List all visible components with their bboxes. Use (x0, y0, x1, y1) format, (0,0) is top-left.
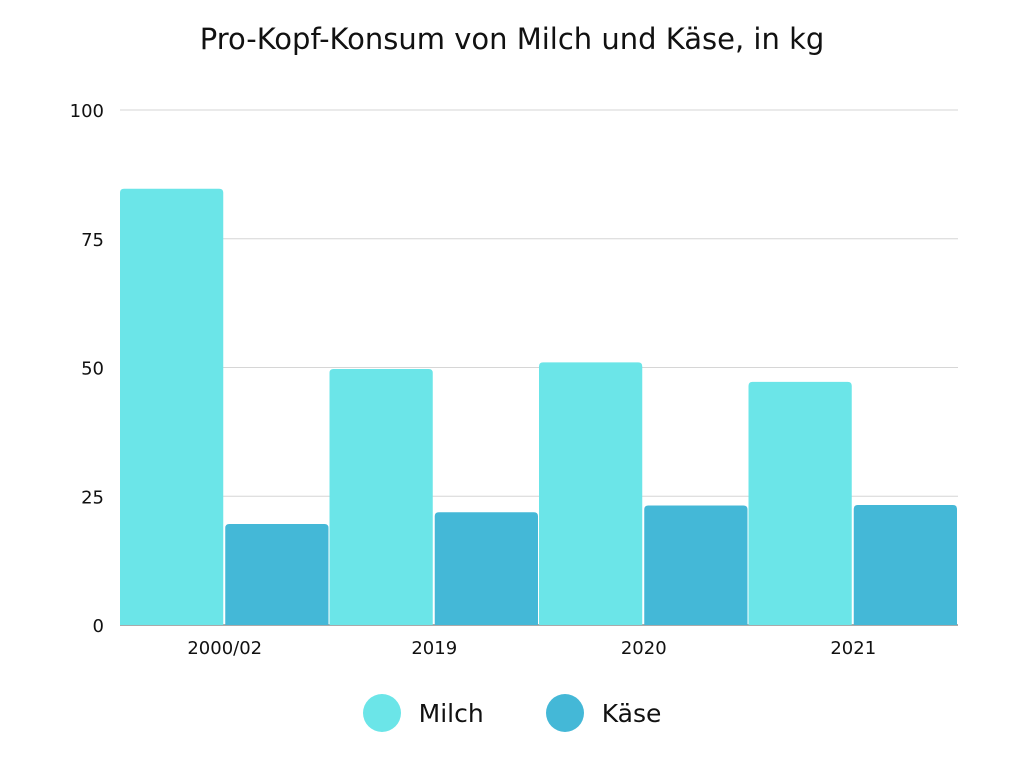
bar-kaese-2020 (644, 505, 748, 625)
y-tick-label: 50 (81, 359, 104, 380)
x-tick-label: 2000/02 (187, 638, 262, 659)
chart-title: Pro-Kopf-Konsum von Milch und Käse, in k… (199, 22, 825, 56)
bar-kaese-2021 (853, 505, 957, 625)
x-tick-label: 2021 (830, 638, 876, 659)
x-tick-label: 2020 (621, 638, 667, 659)
bar-milch-2021 (748, 381, 852, 625)
bar-milch-2000-02 (120, 188, 224, 626)
legend-item-milch: Milch (362, 694, 484, 732)
bar-milch-2020 (539, 362, 643, 625)
legend-swatch-milch (362, 694, 401, 732)
legend-swatch-kaese (545, 694, 584, 732)
y-tick-label: 100 (70, 101, 104, 122)
legend-label-milch: Milch (418, 698, 484, 728)
legend: Milch Käse (0, 694, 1024, 732)
y-tick-label: 25 (81, 487, 104, 508)
legend-item-kaese: Käse (545, 694, 662, 732)
bar-kaese-2019 (434, 512, 538, 625)
legend-label-kaese: Käse (601, 698, 662, 728)
bar-milch-2019 (329, 369, 433, 625)
y-tick-label: 0 (93, 616, 104, 637)
bar-kaese-2000-02 (225, 524, 329, 625)
x-tick-label: 2019 (411, 638, 457, 659)
y-tick-label: 75 (81, 230, 104, 251)
